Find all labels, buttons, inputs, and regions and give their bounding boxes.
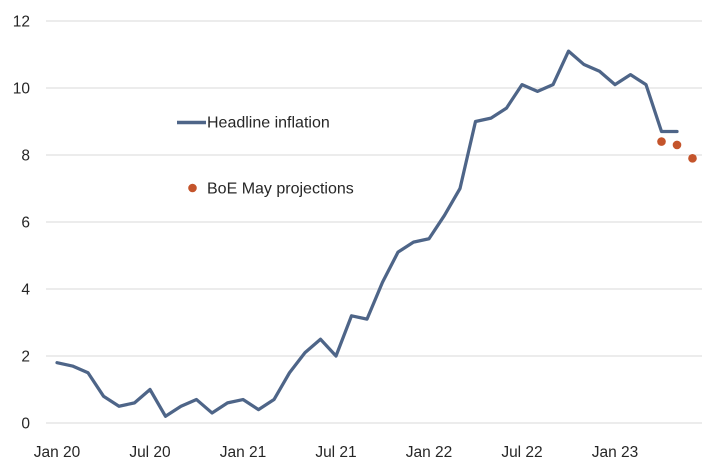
x-tick-label: Jul 20 bbox=[129, 444, 171, 461]
y-tick-label: 4 bbox=[21, 282, 30, 299]
x-tick-label: Jul 21 bbox=[315, 444, 356, 461]
x-tick-label: Jan 23 bbox=[592, 444, 639, 461]
projection-dots bbox=[657, 137, 697, 163]
x-tick-label: Jan 20 bbox=[34, 444, 81, 461]
legend-label-headline-inflation: Headline inflation bbox=[207, 115, 330, 132]
y-tick-label: 12 bbox=[13, 14, 30, 31]
y-tick-label: 6 bbox=[21, 215, 30, 232]
y-axis-labels: 0 2 4 6 8 10 12 bbox=[13, 14, 31, 433]
gridlines bbox=[46, 20, 702, 424]
x-tick-label: Jan 21 bbox=[220, 444, 267, 461]
y-tick-label: 2 bbox=[21, 349, 30, 366]
x-tick-label: Jul 22 bbox=[501, 444, 542, 461]
projection-dot bbox=[657, 137, 666, 146]
y-tick-label: 8 bbox=[21, 148, 30, 165]
legend-dot-marker bbox=[188, 183, 197, 193]
x-tick-label: Jan 22 bbox=[406, 444, 453, 461]
y-tick-label: 10 bbox=[13, 81, 31, 98]
legend: Headline inflation BoE May projections bbox=[177, 115, 354, 198]
headline-inflation-line bbox=[55, 49, 679, 418]
projection-dot bbox=[672, 140, 682, 150]
legend-label-boe-projections: BoE May projections bbox=[207, 181, 354, 198]
x-axis-labels: Jan 20 Jul 20 Jan 21 Jul 21 Jan 22 Jul 22 Jan … bbox=[34, 444, 639, 461]
y-tick-label: 0 bbox=[21, 416, 30, 433]
projection-dot bbox=[688, 154, 697, 163]
headline-inflation-series bbox=[55, 49, 679, 418]
